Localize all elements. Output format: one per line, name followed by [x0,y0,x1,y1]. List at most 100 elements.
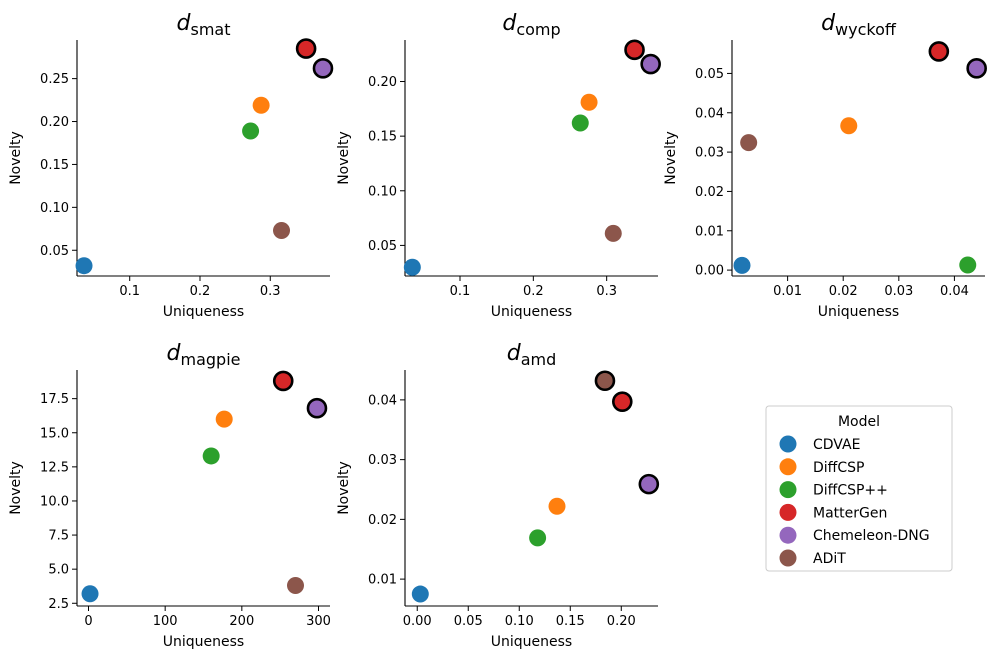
point-diffcsp- [571,114,589,132]
point-adit [604,224,622,242]
legend-label: CDVAE [813,437,860,453]
x-tick-label: 100 [153,614,178,629]
y-tick-label: 10.0 [40,494,69,509]
x-tick-label: 0.1 [450,284,471,299]
point-diffcsp [580,93,598,111]
point-diffcsp- [242,122,260,140]
x-axis-label: Uniqueness [491,634,572,650]
subplot-comp: 0.1 0.2 0.3 0.05 0.10 0.15 0.20 Uniqueness Novel… [336,11,661,320]
point-diffcsp- [959,256,977,274]
y-tick-label: 0.01 [368,573,397,588]
point-mattergen [624,39,645,61]
point-diffcsp- [202,447,220,465]
x-tick-label: 0.2 [523,284,544,299]
x-tick-label: 0.2 [190,284,211,299]
title-main: d [167,341,182,366]
y-tick-label: 0.05 [695,67,724,82]
subplot-smat: 0.1 0.2 0.3 0.05 0.10 0.15 0.20 0.25 Uniqueness N… [8,11,334,320]
point-chemeleon-dng [306,397,328,419]
legend-title: Model [838,414,880,430]
x-tick-label: 0.01 [773,284,802,299]
point-diffcsp [252,96,270,114]
y-tick-label: 0.20 [40,115,69,130]
y-tick-label: 0.04 [695,106,724,121]
point-adit [594,370,616,392]
y-tick-label: 0.04 [368,393,397,408]
point-cdvae [81,585,99,603]
y-tick-label: 0.02 [695,185,724,200]
point-diffcsp [215,410,233,428]
y-axis-label: Novelty [336,461,352,515]
point-diffcsp- [529,529,547,547]
title-subscript: amd [521,350,557,369]
y-tick-label: 0.25 [40,72,69,87]
point-diffcsp [840,117,858,135]
point-chemeleon-dng [312,58,334,79]
legend-marker [779,526,797,544]
x-tick-label: 0.02 [829,284,858,299]
y-tick-label: 0.10 [40,201,69,216]
legend-marker [779,481,797,499]
legend-marker [779,458,797,476]
y-tick-label: 5.0 [48,563,69,578]
y-tick-label: 0.15 [368,130,397,145]
y-tick-label: 0.00 [695,264,724,279]
subplot-amd: 0.00 0.05 0.10 0.15 0.20 0.01 0.02 0.03 0.04 Uniq… [336,341,660,650]
y-axis-label: Novelty [8,461,24,515]
point-mattergen [611,391,633,412]
subplot-title: damd [507,341,557,369]
legend-marker [779,503,797,521]
subplot-title: dwyckoff [821,11,897,39]
subplot-title: dsmat [177,11,231,39]
point-chemeleon-dng [640,53,661,75]
point-chemeleon-dng [638,473,660,495]
title-main: d [507,341,522,366]
legend-label: Chemeleon-DNG [813,528,930,544]
subplot-title: dmagpie [167,341,241,369]
point-adit [287,577,304,595]
legend-label: DiffCSP++ [813,483,888,499]
title-main: d [821,11,836,36]
legend-box [765,405,953,572]
y-axis-label: Novelty [8,131,24,185]
subplot-magpie: 0 100 200 300 2.5 5.0 7.5 10.0 12.5 15.0 17.5 Uniqu… [8,341,331,650]
point-adit [740,134,758,152]
y-tick-label: 0.20 [368,75,397,90]
y-tick-label: 0.10 [368,184,397,199]
point-cdvae [75,257,93,275]
point-mattergen [272,370,294,392]
legend-label: MatterGen [813,505,887,521]
y-tick-label: 0.05 [40,244,69,259]
x-tick-label: 0.04 [940,284,969,299]
y-tick-label: 12.5 [40,460,69,475]
subplot-title: dcomp [502,11,560,39]
point-cdvae [411,585,429,603]
x-tick-label: 0.1 [119,284,140,299]
x-tick-label: 200 [229,614,254,629]
point-chemeleon-dng [966,58,987,79]
title-subscript: magpie [180,350,240,369]
legend: Model CDVAE DiffCSP DiffCSP++ MatterGen Cheme… [765,405,953,572]
x-tick-label: 0.3 [596,284,617,299]
y-tick-label: 17.5 [40,392,69,407]
x-tick-label: 0.3 [260,284,281,299]
title-main: d [502,11,517,36]
y-axis-label: Novelty [663,131,679,185]
x-axis-label: Uniqueness [818,304,899,320]
x-tick-label: 0.05 [454,614,483,629]
point-diffcsp [548,497,566,515]
y-tick-label: 0.03 [695,146,724,161]
title-subscript: smat [190,20,230,39]
point-mattergen [928,41,950,62]
y-tick-label: 7.5 [48,529,69,544]
point-cdvae [733,256,751,274]
legend-marker [779,549,797,567]
y-tick-label: 0.15 [40,158,69,173]
title-main: d [177,11,192,36]
x-tick-label: 0.20 [607,614,636,629]
x-tick-label: 0.03 [884,284,913,299]
y-tick-label: 2.5 [48,597,69,612]
x-axis-label: Uniqueness [163,304,244,320]
subplot-wyckoff: 0.01 0.02 0.03 0.04 0.00 0.01 0.02 0.03 0.04 0.05… [663,11,987,320]
